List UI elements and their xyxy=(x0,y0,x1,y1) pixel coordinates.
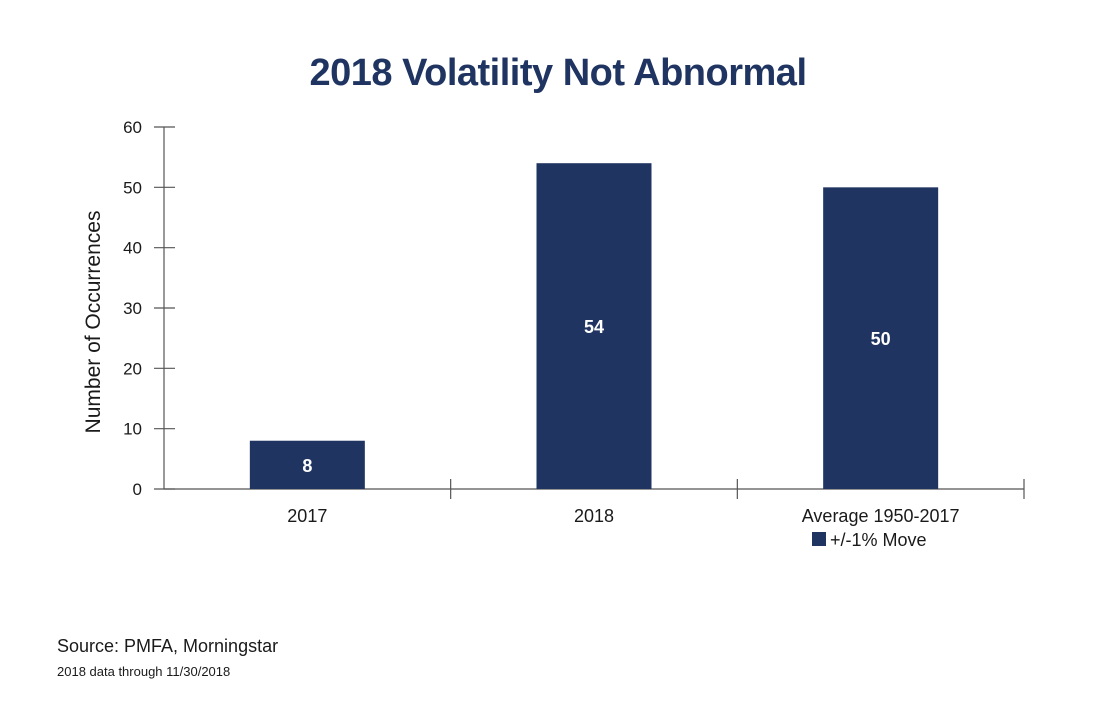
bar xyxy=(823,187,939,490)
x-tick-label: 2017 xyxy=(287,506,327,526)
data-label: 54 xyxy=(584,317,604,337)
x-tick-label: 2018 xyxy=(574,506,614,526)
y-tick-label: 20 xyxy=(123,359,142,378)
bars: 8 2017 54 2018 50 Average 1950-2017 xyxy=(249,163,960,526)
y-tick-label: 60 xyxy=(123,118,142,137)
legend: +/-1% Move xyxy=(812,530,927,550)
data-note: 2018 data through 11/30/2018 xyxy=(57,664,231,679)
bar xyxy=(249,440,365,489)
y-tick-label: 50 xyxy=(123,178,142,197)
data-label: 8 xyxy=(302,456,312,476)
chart-title: 2018 Volatility Not Abnormal xyxy=(309,52,808,94)
y-tick-label: 30 xyxy=(123,299,142,318)
y-tick-label: 10 xyxy=(123,420,142,439)
x-tick-label: Average 1950-2017 xyxy=(802,506,960,526)
bar xyxy=(536,163,652,489)
y-axis-title: Number of Occurrences xyxy=(82,211,105,434)
source-text: Source: PMFA, Morningstar xyxy=(57,636,279,656)
y-tick-label: 0 xyxy=(133,480,142,499)
y-tick-label: 40 xyxy=(123,239,142,258)
data-label: 50 xyxy=(871,329,891,349)
legend-swatch xyxy=(812,532,826,546)
legend-label: +/-1% Move xyxy=(830,530,927,550)
